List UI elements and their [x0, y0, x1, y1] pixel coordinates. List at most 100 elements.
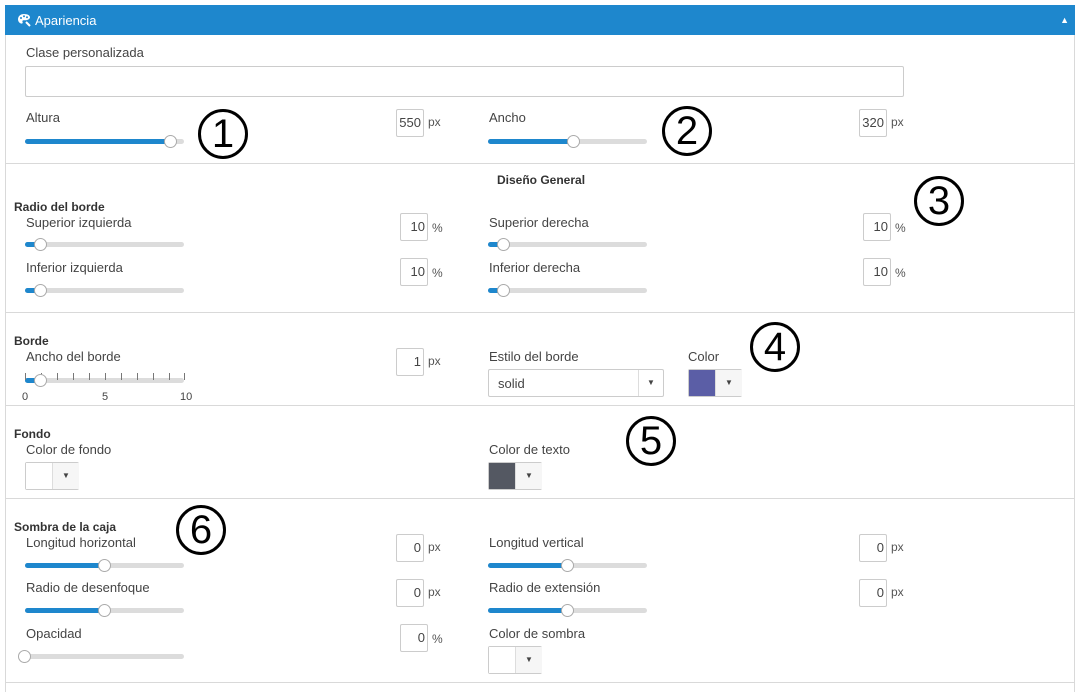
spread-radius-slider[interactable] [488, 604, 647, 617]
slider-tick [169, 373, 170, 380]
bottom-right-radius-unit: % [895, 266, 906, 280]
blur-radius-unit: px [428, 585, 441, 599]
bottom-left-radius-unit: % [432, 266, 443, 280]
border-style-label: Estilo del borde [489, 349, 579, 364]
bottom-left-radius-slider[interactable] [25, 284, 184, 297]
slider-handle[interactable] [33, 238, 47, 251]
bottom-right-radius-label: Inferior derecha [489, 260, 581, 275]
height-slider-handle[interactable] [164, 135, 178, 148]
horizontal-length-input[interactable]: 0 [396, 534, 424, 562]
slider-handle[interactable] [560, 559, 574, 572]
border-color-label: Color [688, 349, 720, 364]
width-input[interactable]: 320 [859, 109, 887, 137]
tick-label-mid: 5 [102, 391, 109, 403]
chevron-down-icon[interactable]: ▼ [715, 370, 742, 396]
slider-fill [25, 608, 105, 613]
background-title: Fondo [14, 427, 51, 441]
slider-handle[interactable] [496, 284, 510, 297]
slider-handle[interactable] [97, 604, 111, 617]
slider-tick [89, 373, 90, 380]
width-label: Ancho [489, 110, 526, 125]
slider-handle[interactable] [33, 284, 47, 297]
width-unit: px [891, 115, 904, 129]
height-label: Altura [26, 110, 60, 125]
border-width-input[interactable]: 1 [396, 348, 424, 376]
callout-6: 6 [176, 505, 226, 555]
custom-class-label: Clase personalizada [26, 45, 144, 60]
chevron-down-icon[interactable]: ▼ [515, 647, 542, 673]
width-slider[interactable] [488, 135, 647, 148]
divider [6, 498, 1074, 499]
slider-handle[interactable] [97, 559, 111, 572]
collapse-caret-icon[interactable]: ▲ [1060, 15, 1069, 25]
top-right-radius-label: Superior derecha [489, 215, 589, 230]
custom-class-input[interactable] [25, 66, 904, 97]
top-right-radius-slider[interactable] [488, 238, 647, 251]
callout-2: 2 [662, 106, 712, 156]
background-color-picker[interactable]: ▼ [25, 462, 79, 490]
vertical-length-input[interactable]: 0 [859, 534, 887, 562]
callout-1: 1 [198, 109, 248, 159]
shadow-color-picker[interactable]: ▼ [488, 646, 542, 674]
panel-title: Apariencia [35, 13, 97, 28]
slider-tick [73, 373, 74, 380]
divider [6, 312, 1074, 313]
border-title: Borde [14, 334, 49, 348]
divider [6, 682, 1074, 683]
blur-radius-input[interactable]: 0 [396, 579, 424, 607]
slider-fill [488, 563, 568, 568]
border-width-slider[interactable] [25, 373, 185, 387]
blur-radius-slider[interactable] [25, 604, 184, 617]
vertical-length-slider[interactable] [488, 559, 647, 572]
opacity-slider[interactable] [18, 650, 184, 663]
height-input[interactable]: 550 [396, 109, 424, 137]
top-left-radius-label: Superior izquierda [26, 215, 132, 230]
slider-fill [25, 563, 105, 568]
spread-radius-label: Radio de extensión [489, 580, 601, 595]
bottom-right-radius-input[interactable]: 10 [863, 258, 891, 286]
background-color-swatch [26, 463, 52, 489]
height-slider[interactable] [25, 135, 184, 148]
top-left-radius-slider[interactable] [25, 238, 184, 251]
horizontal-length-slider[interactable] [25, 559, 184, 572]
slider-tick [121, 373, 122, 380]
slider-fill [488, 608, 568, 613]
bottom-left-radius-input[interactable]: 10 [400, 258, 428, 286]
text-color-swatch [489, 463, 515, 489]
tick-label-max: 10 [180, 391, 193, 403]
slider-handle[interactable] [33, 374, 47, 387]
blur-radius-label: Radio de desenfoque [26, 580, 150, 595]
slider-handle[interactable] [560, 604, 574, 617]
background-color-label: Color de fondo [26, 442, 112, 457]
tick-label-min: 0 [22, 391, 29, 403]
palette-icon [18, 14, 31, 27]
width-slider-fill [488, 139, 574, 144]
slider-handle[interactable] [18, 650, 31, 663]
box-shadow-title: Sombra de la caja [14, 520, 117, 534]
top-right-radius-input[interactable]: 10 [863, 213, 891, 241]
callout-4: 4 [750, 322, 800, 372]
border-width-label: Ancho del borde [26, 349, 121, 364]
text-color-picker[interactable]: ▼ [488, 462, 542, 490]
chevron-down-icon[interactable]: ▼ [515, 463, 542, 489]
width-slider-handle[interactable] [566, 135, 580, 148]
bottom-right-radius-slider[interactable] [488, 284, 647, 297]
chevron-down-icon[interactable]: ▼ [52, 463, 79, 489]
slider-handle[interactable] [496, 238, 510, 251]
top-left-radius-input[interactable]: 10 [400, 213, 428, 241]
callout-3: 3 [914, 176, 964, 226]
chevron-down-icon[interactable]: ▼ [638, 370, 663, 396]
slider-tick [184, 373, 185, 380]
panel-header[interactable]: Apariencia ▲ [5, 5, 1075, 35]
border-color-picker[interactable]: ▼ [688, 369, 742, 397]
vertical-length-unit: px [891, 540, 904, 554]
border-color-swatch [689, 370, 715, 396]
shadow-color-swatch [489, 647, 515, 673]
divider [6, 405, 1074, 406]
spread-radius-input[interactable]: 0 [859, 579, 887, 607]
border-style-select[interactable]: solid ▼ [488, 369, 664, 397]
bottom-left-radius-label: Inferior izquierda [26, 260, 123, 275]
opacity-input[interactable]: 0 [400, 624, 428, 652]
height-slider-fill [25, 139, 172, 144]
slider-tick [57, 373, 58, 380]
